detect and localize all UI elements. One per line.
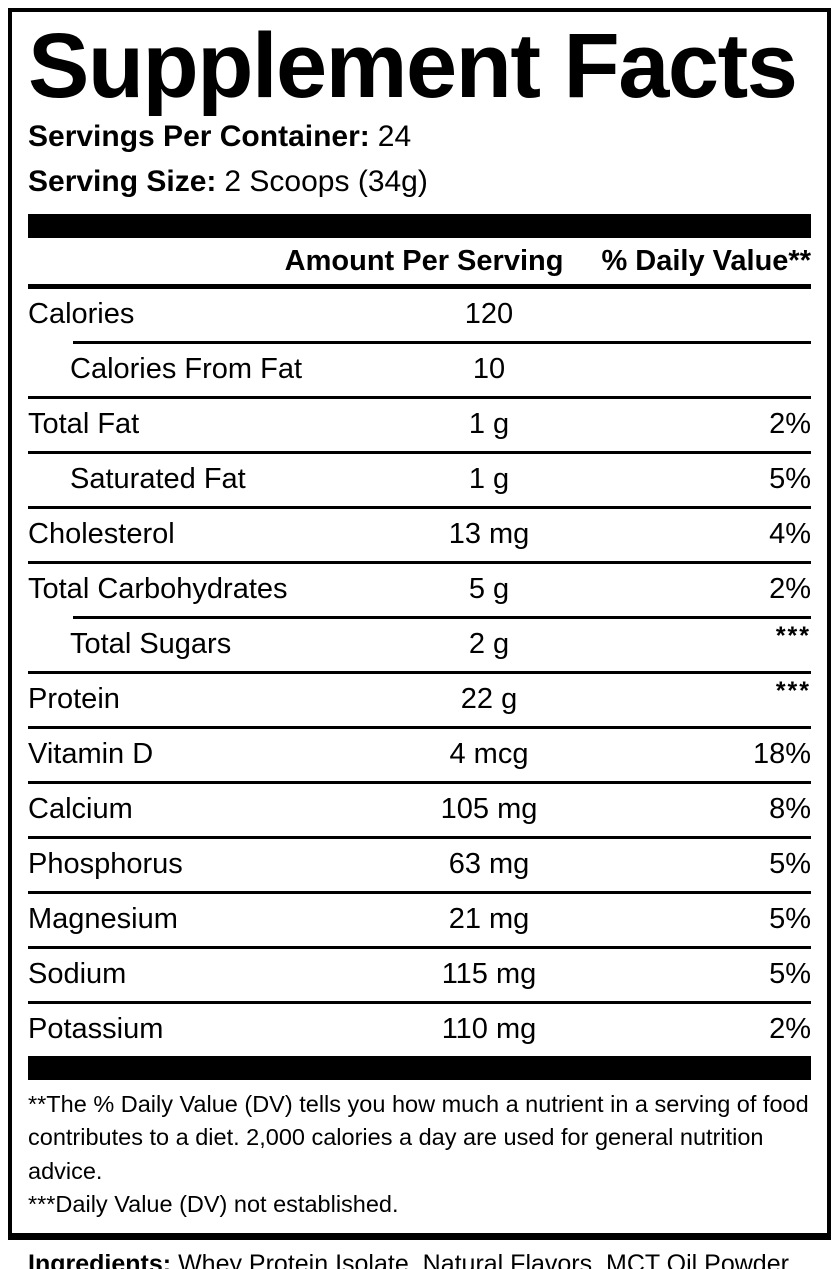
nutrient-row-total-fat: Total Fat 1 g 2%: [28, 399, 811, 451]
nutrient-amount: 21 mg: [448, 902, 530, 935]
nutrient-daily-value: 5%: [769, 847, 811, 880]
panel-title: Supplement Facts: [28, 15, 798, 117]
nutrient-name: Saturated Fat: [70, 462, 246, 495]
ingredients-label: Ingredients:: [28, 1250, 172, 1269]
nutrient-amount: 63 mg: [448, 847, 530, 880]
daily-value-header: % Daily Value**: [601, 244, 811, 277]
row-divider: [28, 395, 811, 399]
nutrient-amount: 120: [464, 297, 514, 330]
nutrient-row-calories-from-fat: Calories From Fat 10: [28, 344, 811, 396]
divider-thick-bottom: [28, 1055, 811, 1080]
nutrient-row-saturated-fat: Saturated Fat 1 g 5%: [28, 454, 811, 506]
nutrient-amount: 110 mg: [441, 1012, 537, 1045]
nutrient-row-calcium: Calcium 105 mg 8%: [28, 784, 811, 836]
nutrient-daily-value: 2%: [769, 407, 811, 440]
row-divider: [28, 725, 811, 729]
divider-thick-top: [28, 213, 811, 238]
nutrient-name: Total Carbohydrates: [28, 572, 288, 605]
amount-per-serving-header: Amount Per Serving: [284, 244, 564, 277]
row-divider: [28, 505, 811, 509]
row-divider: [28, 670, 811, 674]
row-divider: [28, 890, 811, 894]
nutrient-daily-value: ***: [775, 676, 811, 705]
nutrient-daily-value: 8%: [769, 792, 811, 825]
serving-size-line: Serving Size: 2 Scoops (34g): [28, 159, 811, 204]
daily-value-footnote: **The % Daily Value (DV) tells you how m…: [28, 1090, 809, 1184]
nutrient-daily-value: 2%: [769, 1012, 811, 1045]
row-divider: [28, 560, 811, 564]
nutrient-amount: 105 mg: [440, 792, 538, 825]
nutrient-row-sodium: Sodium 115 mg 5%: [28, 949, 811, 1001]
row-divider: [28, 450, 811, 454]
nutrient-name: Cholesterol: [28, 517, 175, 550]
nutrient-amount: 1 g: [468, 407, 510, 440]
row-divider: [28, 835, 811, 839]
nutrient-amount: 5 g: [468, 572, 510, 605]
nutrient-name: Calcium: [28, 792, 133, 825]
footnote-block: **The % Daily Value (DV) tells you how m…: [28, 1080, 811, 1225]
nutrient-daily-value: 5%: [769, 902, 811, 935]
nutrient-name: Calories From Fat: [70, 352, 303, 385]
ingredients-line: Ingredients: Whey Protein Isolate, Natura…: [28, 1248, 827, 1269]
row-divider: [28, 1000, 811, 1004]
nutrient-name: Vitamin D: [28, 737, 154, 770]
row-divider: [28, 945, 811, 949]
divider-header: [28, 283, 811, 289]
nutrient-row-cholesterol: Cholesterol 13 mg 4%: [28, 509, 811, 561]
nutrient-row-total-carbohydrates: Total Carbohydrates 5 g 2%: [28, 564, 811, 616]
nutrient-amount: 115 mg: [441, 957, 537, 990]
nutrient-name: Sodium: [28, 957, 127, 990]
nutrient-daily-value: 18%: [752, 737, 811, 770]
row-divider: [28, 780, 811, 784]
row-divider: [73, 340, 811, 344]
nutrient-name: Total Sugars: [70, 627, 232, 660]
servings-per-container-line: Servings Per Container: 24: [28, 114, 811, 159]
table-header-row: Amount Per Serving % Daily Value**: [28, 238, 811, 284]
ingredients-text: Whey Protein Isolate, Natural Flavors, M…: [178, 1250, 795, 1269]
nutrient-daily-value: ***: [775, 621, 811, 650]
nutrient-table: Calories 120 Calories From Fat 10 Total Fat 1…: [28, 289, 811, 1056]
ingredients-section: Ingredients: Whey Protein Isolate, Natura…: [28, 1248, 827, 1269]
nutrient-name: Protein: [28, 682, 120, 715]
not-established-footnote: ***Daily Value (DV) not established.: [28, 1190, 399, 1217]
serving-size-label: Serving Size:: [28, 164, 217, 198]
nutrient-row-total-sugars: Total Sugars 2 g ***: [28, 619, 811, 671]
nutrient-daily-value: 5%: [769, 957, 811, 990]
servings-per-container-value: 24: [377, 119, 412, 153]
nutrient-daily-value: 2%: [769, 572, 811, 605]
nutrient-amount: 2 g: [468, 627, 510, 660]
row-divider: [73, 615, 811, 619]
nutrient-row-calories: Calories 120: [28, 289, 811, 341]
nutrient-row-potassium: Potassium 110 mg 2%: [28, 1004, 811, 1056]
nutrient-name: Magnesium: [28, 902, 178, 935]
nutrient-name: Calories: [28, 297, 135, 330]
nutrient-amount: 13 mg: [448, 517, 530, 550]
nutrient-row-magnesium: Magnesium 21 mg 5%: [28, 894, 811, 946]
servings-per-container-label: Servings Per Container:: [28, 119, 370, 153]
nutrient-amount: 22 g: [460, 682, 518, 715]
nutrient-amount: 1 g: [468, 462, 510, 495]
nutrient-daily-value: 4%: [769, 517, 811, 550]
nutrient-amount: 4 mcg: [449, 737, 529, 770]
serving-size-value: 2 Scoops (34g): [224, 164, 428, 198]
nutrient-amount: 10: [472, 352, 506, 385]
nutrient-name: Phosphorus: [28, 847, 183, 880]
nutrient-row-phosphorus: Phosphorus 63 mg 5%: [28, 839, 811, 891]
supplement-facts-panel: Supplement Facts Servings Per Container:…: [8, 8, 831, 1241]
nutrient-row-vitamin-d: Vitamin D 4 mcg 18%: [28, 729, 811, 781]
nutrient-daily-value: 5%: [769, 462, 811, 495]
nutrient-name: Potassium: [28, 1012, 164, 1045]
nutrient-name: Total Fat: [28, 407, 140, 440]
nutrient-row-protein: Protein 22 g ***: [28, 674, 811, 726]
